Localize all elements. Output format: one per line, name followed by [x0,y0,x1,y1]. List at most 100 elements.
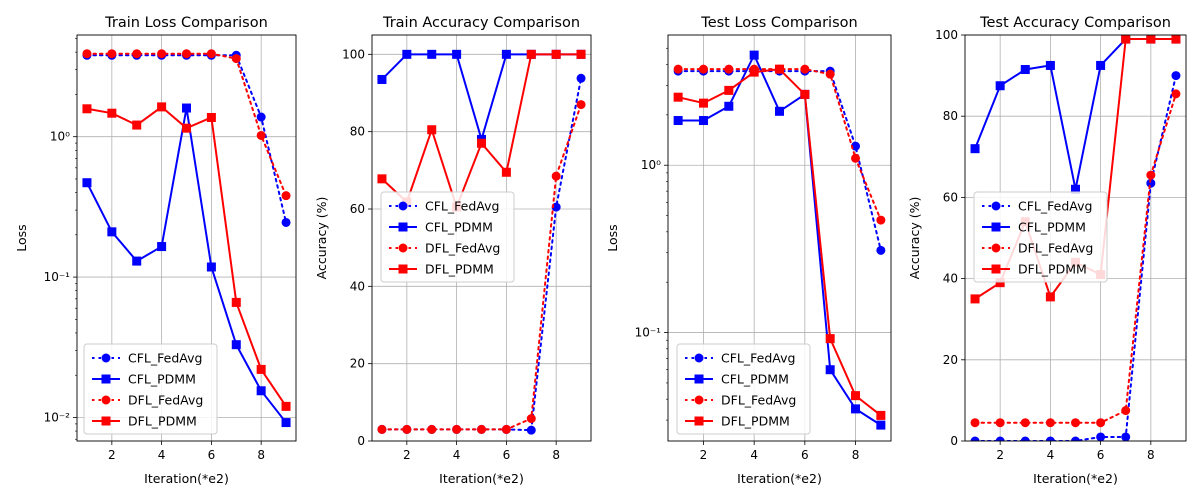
data-point-DFL_PDMM [427,125,437,135]
legend-label: DFL_FedAvg [425,241,500,256]
data-point-CFL_PDMM [673,116,683,126]
data-point-CFL_FedAvg [256,112,266,122]
plot-frame [76,34,297,442]
x-tick-label: 4 [158,448,166,462]
legend-marker [101,374,111,384]
data-point-CFL_FedAvg [1096,432,1106,441]
data-point-CFL_PDMM [206,262,216,272]
data-point-CFL_PDMM [402,49,412,59]
y-tick-label: 10⁰ [641,158,661,172]
data-point-DFL_FedAvg [1020,418,1030,428]
data-point-DFL_FedAvg [800,64,810,74]
y-tick-label: 10⁻¹ [635,326,662,340]
data-point-CFL_FedAvg [281,217,291,227]
y-tick-label: 0 [950,434,958,448]
y-tick-label: 20 [350,357,365,371]
data-point-DFL_PDMM [851,391,861,401]
data-point-DFL_FedAvg [1071,418,1080,428]
y-axis-label: Loss [605,224,620,251]
legend-marker [101,416,111,426]
y-tick-label: 10⁰ [50,130,70,144]
data-point-DFL_PDMM [231,297,241,307]
data-point-DFL_FedAvg [526,414,536,424]
data-point-DFL_PDMM [698,98,708,108]
data-point-CFL_PDMM [281,418,291,428]
legend-box [83,343,218,435]
data-point-DFL_FedAvg [851,153,861,163]
data-point-CFL_PDMM [1045,60,1055,70]
legend-label: DFL_FedAvg [1018,241,1093,256]
y-tick-label: 100 [342,47,365,61]
chart-panel-1: 2 4 6 8 10⁻² 10⁻¹ 10⁰ Train Loss Comparison Iter… [14,15,297,486]
legend-marker [398,264,408,274]
x-tick-label: 8 [552,448,560,462]
data-point-DFL_FedAvg [281,191,291,201]
data-point-DFL_FedAvg [551,171,561,181]
data-point-DFL_FedAvg [995,418,1005,428]
data-point-DFL_FedAvg [157,49,167,59]
legend-label: CFL_FedAvg [1018,199,1092,214]
legend-box [676,343,811,435]
series-line-DFL_FedAvg [677,68,882,222]
data-point-DFL_PDMM [1171,35,1181,44]
data-point-CFL_PDMM [876,420,886,430]
legend-marker [398,243,408,253]
y-tick-label: 40 [350,279,365,293]
legend: CFL_FedAvg CFL_PDMM DFL_FedAvg DFL_PDMM [380,191,515,283]
data-point-CFL_FedAvg [876,245,886,255]
data-point-DFL_FedAvg [402,424,412,434]
plot-frame [371,34,592,442]
data-point-DFL_PDMM [526,49,536,59]
y-tick-label: 80 [943,109,958,123]
data-point-DFL_PDMM [1121,35,1131,44]
data-point-CFL_FedAvg [526,425,536,435]
data-point-DFL_PDMM [477,138,486,148]
y-tick-label: 10⁻² [44,410,71,424]
x-tick-label: 8 [1147,448,1155,462]
x-tick-label: 4 [750,448,758,462]
data-point-CFL_PDMM [995,81,1005,91]
x-tick-label: 8 [257,448,265,462]
data-point-DFL_FedAvg [724,64,734,74]
data-point-CFL_PDMM [256,386,266,396]
legend-marker [991,243,1001,253]
data-point-DFL_PDMM [724,85,734,95]
data-point-CFL_PDMM [1096,60,1106,70]
series-group [673,50,886,430]
x-tick-label: 2 [108,448,116,462]
y-tick-label: 60 [943,190,958,204]
x-tick-label: 4 [1047,448,1055,462]
data-point-DFL_PDMM [132,120,142,130]
series-line-CFL_FedAvg [85,54,288,224]
y-axis-label: Accuracy (%) [907,197,922,280]
data-point-DFL_FedAvg [231,54,241,64]
data-point-CFL_PDMM [1020,65,1030,75]
data-point-CFL_PDMM [501,49,511,59]
plot-frame [667,34,892,442]
data-point-DFL_PDMM [1146,35,1156,44]
data-point-CFL_PDMM [157,242,167,252]
series-line-CFL_FedAvg [974,74,1177,441]
data-point-DFL_FedAvg [427,424,437,434]
data-point-CFL_PDMM [377,74,387,84]
legend-marker [101,395,111,405]
legend-label: CFL_PDMM [721,372,789,387]
data-point-CFL_PDMM [825,365,835,375]
data-point-CFL_PDMM [452,49,462,59]
data-point-DFL_PDMM [501,167,511,177]
data-point-CFL_FedAvg [1121,432,1131,441]
legend-marker [398,201,408,211]
data-point-CFL_FedAvg [1020,436,1030,441]
legend-marker [101,353,111,363]
data-point-CFL_PDMM [82,178,92,188]
data-point-CFL_FedAvg [1071,436,1080,441]
chart-panel-3: 2 4 6 8 10⁻¹ 10⁰ Test Loss Comparison Iteration… [605,15,892,486]
legend-label: CFL_FedAvg [721,351,795,366]
data-point-DFL_PDMM [182,123,191,133]
data-point-DFL_FedAvg [1171,89,1181,99]
data-point-DFL_FedAvg [1045,418,1055,428]
data-point-CFL_PDMM [851,404,861,414]
x-axis-label: Iteration(*e2) [439,471,524,486]
y-axis-label: Accuracy (%) [314,197,329,280]
chart-title: Train Accuracy Comparison [382,15,580,31]
